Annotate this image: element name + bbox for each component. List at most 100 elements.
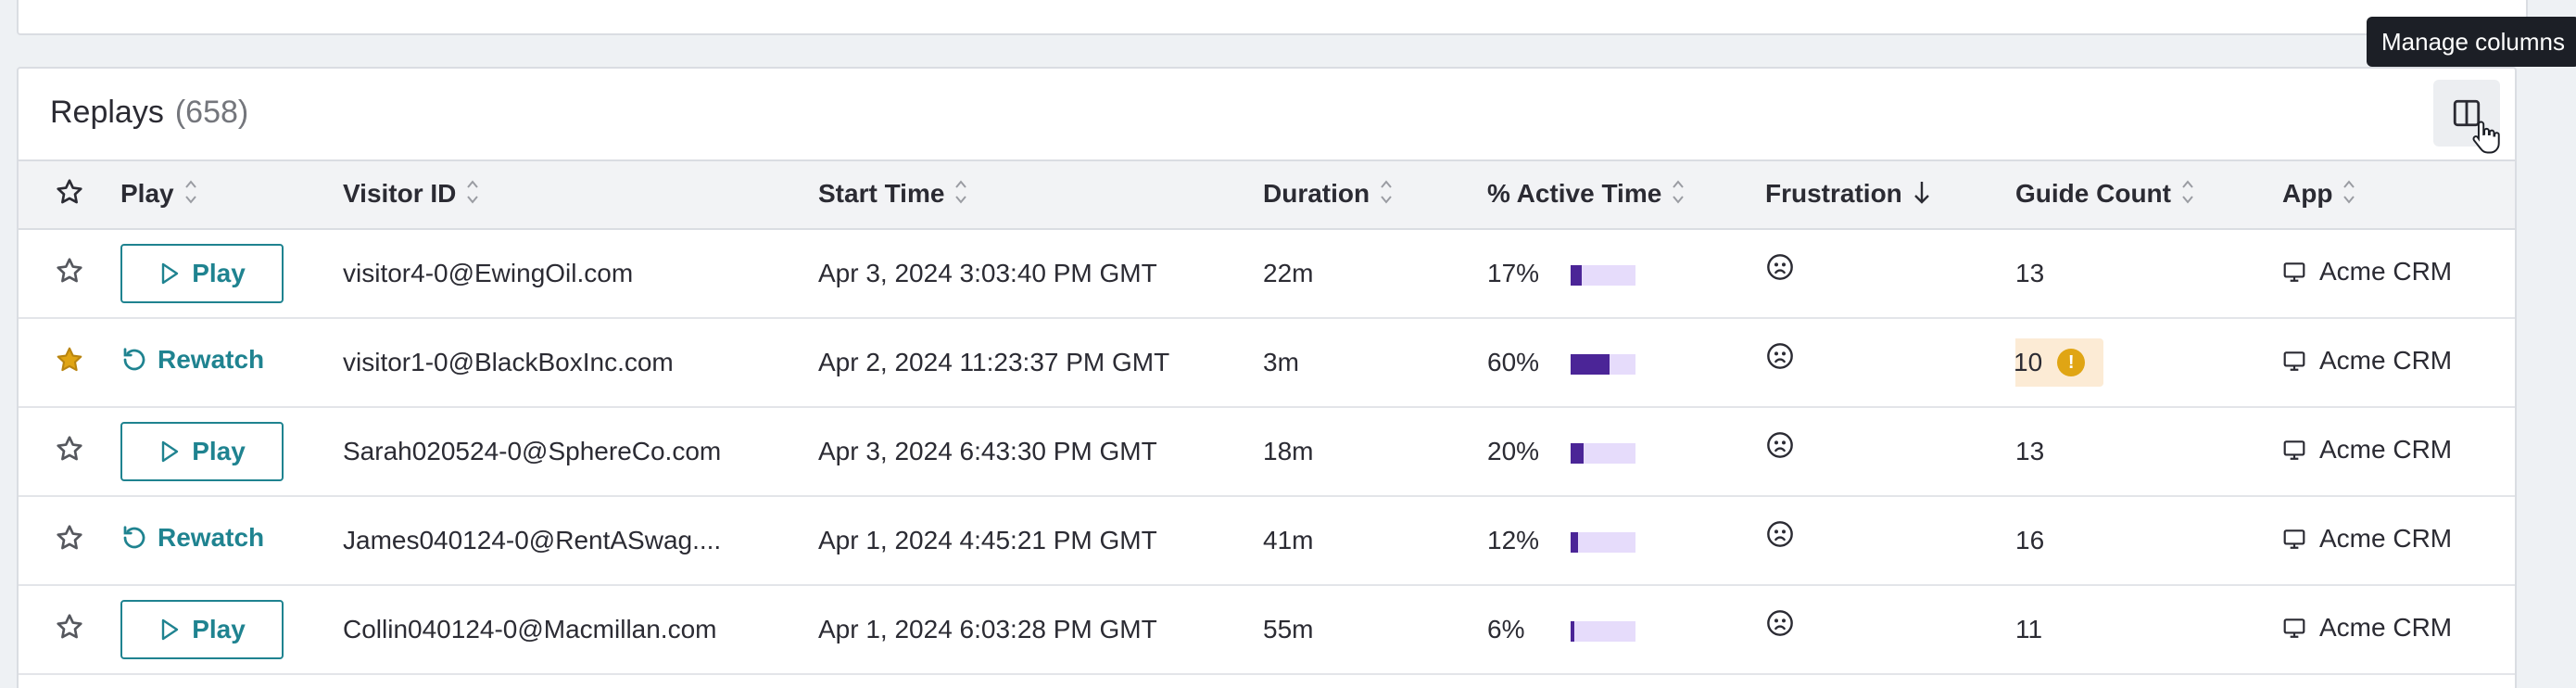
column-label: Start Time	[818, 178, 945, 208]
sort-icon[interactable]	[2180, 176, 2195, 214]
active-time-bar-fill	[1571, 264, 1582, 286]
active-time-cell: 60%	[1487, 318, 1765, 407]
app-cell: Acme CRM	[2282, 407, 2515, 496]
favorite-cell[interactable]	[19, 229, 120, 318]
visitor-id-cell: visitor1-0@BlackBoxInc.com	[343, 348, 674, 376]
column-header-start-time[interactable]: Start Time	[818, 160, 1263, 229]
duration-cell: 41m	[1263, 526, 1314, 554]
frown-icon	[1767, 254, 1793, 280]
star-icon[interactable]	[55, 613, 84, 647]
replays-table: Play Visitor ID Start Time Duration % Ac…	[19, 159, 2515, 675]
app-name: Acme CRM	[2319, 257, 2453, 286]
guide-count-cell: 16	[2015, 496, 2282, 585]
rewatch-button[interactable]: Rewatch	[120, 523, 264, 553]
sort-icon[interactable]	[465, 176, 480, 214]
active-time-percent: 60%	[1487, 348, 1540, 376]
app-name: Acme CRM	[2319, 524, 2453, 553]
visitor-id-cell: visitor4-0@EwingOil.com	[343, 259, 634, 287]
guide-count-value: 16	[2015, 526, 2045, 554]
manage-columns-button[interactable]	[2433, 80, 2500, 154]
visitor-id-cell: Sarah020524-0@SphereCo.com	[343, 437, 722, 465]
table-row[interactable]: Rewatch visitor1-0@BlackBoxInc.com Apr 2…	[19, 318, 2515, 407]
play-button[interactable]: Play	[120, 244, 284, 303]
frown-icon	[1767, 343, 1793, 369]
table-row[interactable]: Play visitor4-0@EwingOil.com Apr 3, 2024…	[19, 229, 2515, 318]
guide-count-cell: 13	[2015, 407, 2282, 496]
column-header-play[interactable]: Play	[120, 160, 343, 229]
active-time-percent: 20%	[1487, 437, 1540, 465]
star-icon[interactable]	[55, 524, 84, 558]
active-time-percent: 6%	[1487, 615, 1525, 643]
star-icon[interactable]	[55, 435, 84, 469]
favorite-cell[interactable]	[19, 407, 120, 496]
sort-icon[interactable]	[183, 176, 198, 214]
rewatch-button[interactable]: Rewatch	[120, 345, 264, 375]
active-time-bar	[1571, 620, 1635, 642]
active-time-cell: 12%	[1487, 496, 1765, 585]
guide-count-value: 11	[2015, 615, 2043, 643]
table-row[interactable]: Play Collin040124-0@Macmillan.com Apr 1,…	[19, 585, 2515, 674]
favorite-cell[interactable]	[19, 496, 120, 585]
column-header-frustration[interactable]: Frustration	[1765, 160, 2015, 229]
frustration-cell	[1765, 229, 2015, 318]
play-button[interactable]: Play	[120, 600, 284, 659]
play-button[interactable]: Play	[120, 422, 284, 481]
column-header-duration[interactable]: Duration	[1263, 160, 1487, 229]
start-time-cell: Apr 1, 2024 4:45:21 PM GMT	[818, 526, 1157, 554]
visitor-id-cell: Collin040124-0@Macmillan.com	[343, 615, 717, 643]
sort-icon[interactable]	[953, 176, 968, 214]
app-name: Acme CRM	[2319, 435, 2453, 464]
active-time-bar	[1571, 353, 1635, 375]
guide-count-value: 10	[2015, 348, 2043, 376]
star-icon[interactable]	[55, 257, 84, 291]
column-header-active-time[interactable]: % Active Time	[1487, 160, 1765, 229]
play-icon	[161, 618, 179, 641]
guide-count-value: 13	[2015, 259, 2045, 287]
column-header-guide-count[interactable]: Guide Count	[2015, 160, 2282, 229]
active-time-bar-fill	[1571, 442, 1584, 464]
frown-icon	[1767, 610, 1793, 636]
duration-cell: 22m	[1263, 259, 1314, 287]
start-time-cell: Apr 3, 2024 3:03:40 PM GMT	[818, 259, 1157, 287]
table-row[interactable]: Rewatch James040124-0@RentASwag.... Apr …	[19, 496, 2515, 585]
active-time-bar	[1571, 442, 1635, 464]
frustration-cell	[1765, 496, 2015, 585]
play-icon	[161, 262, 179, 285]
app-cell: Acme CRM	[2282, 585, 2515, 674]
duration-cell: 55m	[1263, 615, 1314, 643]
replays-count: (658)	[174, 95, 249, 130]
frown-icon	[1767, 432, 1793, 458]
rewatch-label: Rewatch	[158, 523, 265, 552]
columns-icon	[2453, 99, 2481, 127]
sort-descending-icon[interactable]	[1912, 176, 1932, 214]
app-name: Acme CRM	[2319, 613, 2453, 642]
column-label: % Active Time	[1487, 178, 1662, 208]
monitor-icon	[2283, 440, 2305, 460]
star-icon[interactable]	[55, 177, 84, 207]
star-icon[interactable]	[55, 347, 84, 380]
monitor-icon	[2283, 262, 2305, 282]
sort-icon[interactable]	[1379, 176, 1394, 214]
rewatch-label: Rewatch	[158, 345, 265, 374]
column-header-app[interactable]: App	[2282, 160, 2515, 229]
column-label: App	[2282, 178, 2333, 208]
duration-cell: 3m	[1263, 348, 1299, 376]
favorite-cell[interactable]	[19, 318, 120, 407]
action-cell: Rewatch	[120, 318, 343, 407]
start-time-cell: Apr 1, 2024 6:03:28 PM GMT	[818, 615, 1157, 643]
header-star-cell[interactable]	[19, 160, 120, 229]
sort-icon[interactable]	[2342, 176, 2356, 214]
play-icon	[161, 440, 179, 463]
manage-columns-tooltip: Manage columns	[2367, 17, 2576, 67]
favorite-cell[interactable]	[19, 585, 120, 674]
active-time-cell: 6%	[1487, 585, 1765, 674]
table-row[interactable]: Play Sarah020524-0@SphereCo.com Apr 3, 2…	[19, 407, 2515, 496]
monitor-icon	[2283, 351, 2305, 371]
active-time-bar-fill	[1571, 620, 1575, 642]
column-header-visitor-id[interactable]: Visitor ID	[343, 160, 818, 229]
guide-count-warning-badge[interactable]: 10!	[2015, 338, 2104, 387]
active-time-cell: 17%	[1487, 229, 1765, 318]
play-label: Play	[192, 437, 246, 465]
sort-icon[interactable]	[1671, 176, 1686, 214]
action-cell: Rewatch	[120, 496, 343, 585]
